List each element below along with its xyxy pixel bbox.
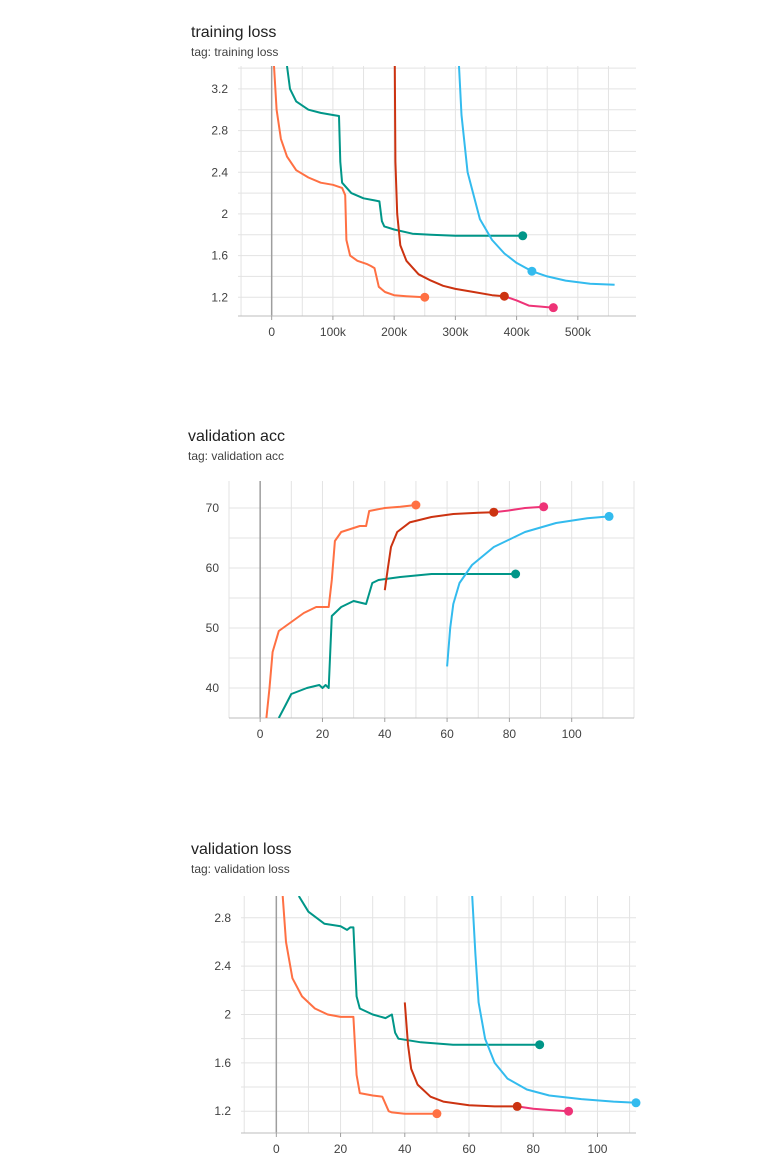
training-loss-marker-cyan xyxy=(527,266,537,276)
validation-acc-marker-cyan xyxy=(604,511,614,521)
training-loss-series-orange xyxy=(272,66,425,299)
training-loss-y-tick-label: 2.4 xyxy=(211,165,228,179)
training-loss-marker-teal xyxy=(518,231,528,241)
validation-loss-y-tick-label: 2.8 xyxy=(214,911,231,925)
validation-loss-series-cyan xyxy=(471,896,636,1104)
validation-acc-x-tick-label: 80 xyxy=(503,727,517,741)
validation-loss-x-tick-label: 60 xyxy=(462,1142,476,1156)
validation-acc-x-tick-label: 100 xyxy=(562,727,582,741)
validation-acc-y-tick-label: 40 xyxy=(206,681,220,695)
chart-tag-validation-acc: tag: validation acc xyxy=(188,449,285,463)
training-loss-marker-orange xyxy=(420,292,430,302)
chart-title-validation-acc: validation acc xyxy=(188,428,285,445)
training-loss-x-tick-label: 300k xyxy=(442,325,469,339)
training-loss-y-tick-label: 1.2 xyxy=(211,290,228,304)
training-loss-y-tick-label: 2 xyxy=(221,207,228,221)
validation-loss-marker-magenta xyxy=(564,1106,574,1116)
validation-loss-marker-red xyxy=(512,1101,522,1111)
chart-title-validation-loss: validation loss xyxy=(191,841,292,858)
validation-acc-marker-orange xyxy=(411,500,421,510)
validation-acc-x-tick-label: 0 xyxy=(257,727,264,741)
chart-title-training-loss: training loss xyxy=(191,24,277,41)
validation-acc-series-orange xyxy=(265,504,417,718)
training-loss-marker-red xyxy=(499,291,509,301)
training-loss-x-tick-label: 0 xyxy=(268,325,275,339)
validation-acc-series-red xyxy=(383,511,494,591)
validation-acc-marker-red xyxy=(489,507,499,517)
training-loss-x-tick-label: 400k xyxy=(504,325,531,339)
validation-loss-series-red xyxy=(403,1002,518,1108)
validation-acc-y-tick-label: 60 xyxy=(206,561,220,575)
validation-loss-series-orange xyxy=(281,896,437,1115)
validation-loss-x-tick-label: 0 xyxy=(273,1142,280,1156)
validation-loss-marker-teal xyxy=(535,1040,545,1050)
validation-loss-y-tick-label: 1.6 xyxy=(214,1056,231,1070)
validation-acc-x-tick-label: 60 xyxy=(440,727,454,741)
validation-acc-series-magenta xyxy=(493,505,544,514)
validation-loss-x-tick-label: 100 xyxy=(587,1142,607,1156)
validation-loss-x-tick-label: 40 xyxy=(398,1142,412,1156)
validation-acc-y-tick-label: 70 xyxy=(206,501,220,515)
training-loss-series-magenta xyxy=(504,295,554,309)
training-loss-y-tick-label: 2.8 xyxy=(211,124,228,138)
validation-acc-chart: 0 20 40 60 80 100 40 50 60 70 xyxy=(206,481,635,741)
validation-loss-y-tick-label: 2 xyxy=(224,1008,231,1022)
panel-validation-acc: validation acc tag: validation acc 0 20 40… xyxy=(0,420,783,760)
chart-tag-validation-loss: tag: validation loss xyxy=(191,862,290,876)
training-loss-y-tick-label: 3.2 xyxy=(211,82,228,96)
validation-acc-marker-teal xyxy=(511,569,521,579)
training-loss-x-tick-label: 200k xyxy=(381,325,408,339)
validation-acc-series-teal xyxy=(277,573,516,718)
training-loss-chart: 0 100k 200k 300k 400k 500k 1.2 1.6 2 2.4 2.8 3.2 xyxy=(211,66,636,339)
validation-acc-marker-magenta xyxy=(539,502,549,512)
validation-loss-series-magenta xyxy=(517,1105,569,1113)
validation-loss-y-tick-label: 2.4 xyxy=(214,959,231,973)
validation-loss-x-tick-label: 80 xyxy=(527,1142,541,1156)
validation-acc-x-tick-label: 20 xyxy=(316,727,330,741)
training-loss-marker-magenta xyxy=(548,303,558,313)
validation-loss-marker-cyan xyxy=(631,1098,641,1108)
training-loss-series-red xyxy=(393,66,505,298)
validation-acc-y-tick-label: 50 xyxy=(206,621,220,635)
validation-loss-grid xyxy=(241,896,636,1133)
training-loss-x-tick-label: 100k xyxy=(320,325,347,339)
validation-loss-series-teal xyxy=(297,896,540,1046)
validation-loss-y-tick-label: 1.2 xyxy=(214,1104,231,1118)
training-loss-x-tick-label: 500k xyxy=(565,325,592,339)
validation-loss-marker-orange xyxy=(432,1109,442,1119)
panel-training-loss: training loss tag: training loss 0 100k 20… xyxy=(0,0,783,360)
panel-validation-loss: validation loss tag: validation loss 0 20… xyxy=(0,830,783,1175)
validation-loss-chart: 0 20 40 60 80 100 1.2 1.6 2 2.4 2.8 xyxy=(214,896,641,1156)
training-loss-series-teal xyxy=(286,66,523,237)
validation-acc-series-cyan xyxy=(446,515,610,667)
chart-tag-training-loss: tag: training loss xyxy=(191,45,279,59)
validation-loss-x-tick-label: 20 xyxy=(334,1142,348,1156)
training-loss-series-cyan xyxy=(458,66,615,286)
training-loss-y-tick-label: 1.6 xyxy=(211,249,228,263)
validation-acc-x-tick-label: 40 xyxy=(378,727,392,741)
